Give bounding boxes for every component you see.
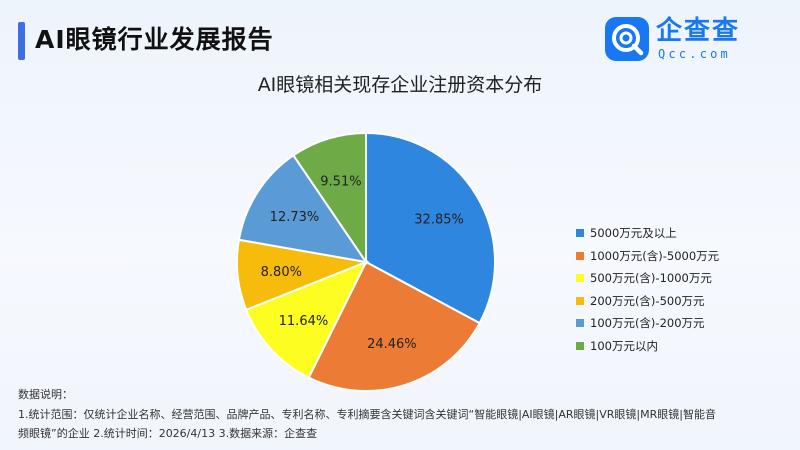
legend-item-1: 5000万元及以上 <box>576 222 719 245</box>
notes-heading: 数据说明： <box>18 388 73 401</box>
pie-slice-label-3: 11.64% <box>279 314 329 329</box>
pie-slice-label-4: 8.80% <box>261 265 302 280</box>
legend-swatch <box>576 296 584 305</box>
legend-swatch <box>576 274 584 283</box>
pie-slice-6 <box>292 131 367 266</box>
legend-label: 1000万元(含)-5000万元 <box>590 248 720 263</box>
legend-label: 200万元(含)-500万元 <box>590 293 705 308</box>
data-notes: 数据说明： 1.统计范围：仅统计企业名称、经营范围、品牌产品、专利名称、专利摘要… <box>18 385 716 444</box>
notes-line-1: 1.统计范围：仅统计企业名称、经营范围、品牌产品、专利名称、专利摘要含关键词含关… <box>18 407 716 421</box>
legend-item-2: 1000万元(含)-5000万元 <box>576 245 719 268</box>
legend-item-3: 500万元(含)-1000万元 <box>576 267 719 290</box>
pie-slice-label-1: 32.85% <box>414 212 464 227</box>
legend-label: 5000万元及以上 <box>590 226 677 241</box>
magnifier-chat-icon <box>605 17 649 61</box>
logo-name: 企查查 <box>656 16 741 46</box>
pie-slice-label-5: 12.73% <box>270 210 320 225</box>
pie-slice-5 <box>237 153 369 264</box>
legend-swatch <box>576 251 584 260</box>
legend-label: 500万元(含)-1000万元 <box>590 271 712 286</box>
chart-legend: 5000万元及以上 1000万元(含)-5000万元 500万元(含)-1000万元… <box>576 222 719 357</box>
legend-swatch <box>576 229 584 238</box>
page-title: AI眼镜行业发展报告 <box>35 25 274 54</box>
title-accent-bar <box>18 22 25 60</box>
pie-slice-3 <box>244 260 369 379</box>
legend-label: 100万元(含)-200万元 <box>590 316 705 331</box>
legend-item-5: 100万元(含)-200万元 <box>576 312 719 335</box>
logo-subtitle: Qcc.com <box>658 47 731 61</box>
chart-title: AI眼镜相关现存企业注册资本分布 <box>257 74 543 96</box>
pie-slice-2 <box>307 260 481 392</box>
legend-item-6: 100万元以内 <box>576 335 719 358</box>
pie-slice-label-6: 9.51% <box>320 175 361 190</box>
legend-swatch <box>576 319 584 328</box>
legend-swatch <box>576 341 584 350</box>
legend-item-4: 200万元(含)-500万元 <box>576 290 719 313</box>
pie-slice-label-2: 24.46% <box>367 337 417 352</box>
pie-slice-1 <box>365 131 496 325</box>
brand-logo: 企查查 Qcc.com <box>604 14 784 66</box>
notes-line-2: 频眼镜”的企业 2.统计时间：2026/4/13 3.数据来源：企查查 <box>18 427 318 440</box>
legend-label: 100万元以内 <box>590 338 658 353</box>
